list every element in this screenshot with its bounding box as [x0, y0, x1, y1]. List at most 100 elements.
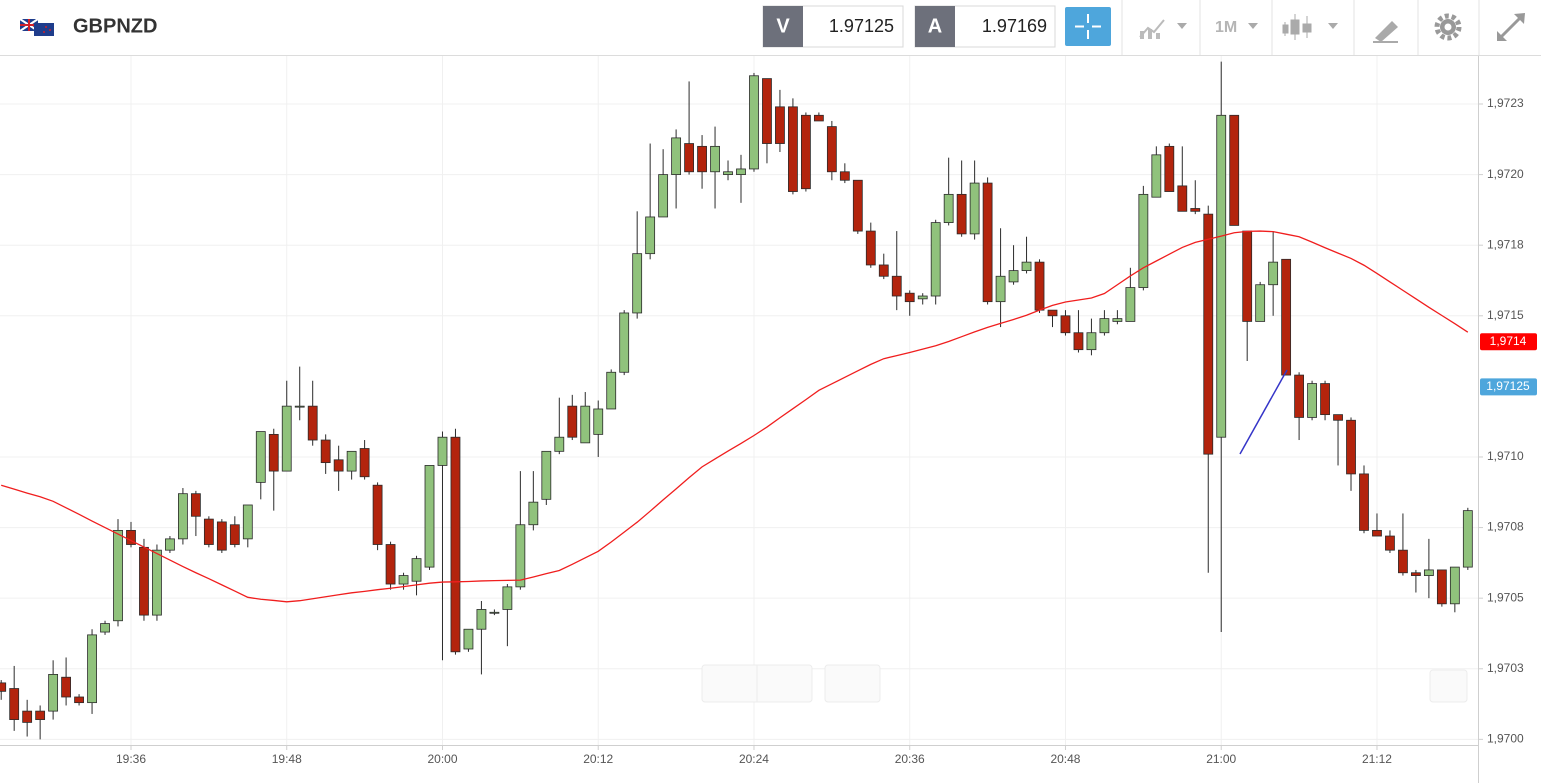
candle-body-up [749, 75, 759, 170]
bid-label: V [776, 15, 790, 37]
candle-body-up [1307, 383, 1317, 418]
candle-body-down [1164, 145, 1175, 192]
x-tick-label: 20:36 [895, 752, 925, 766]
expand-button[interactable] [1497, 13, 1525, 41]
candle-body-down [956, 193, 967, 235]
candle-body-up [723, 171, 733, 175]
candle-body-up [619, 312, 630, 373]
candle-body-up [1449, 566, 1460, 605]
price-marker [1480, 378, 1537, 396]
candle-body-down [1436, 569, 1447, 605]
candle-body-up [1125, 287, 1136, 322]
candle-body-down [320, 439, 331, 464]
y-tick-label: 1,9705 [1487, 590, 1524, 604]
candle-body-up [606, 371, 617, 410]
timeframe: 1M [1215, 19, 1237, 36]
candle-body-up [255, 431, 266, 483]
nav-buttons[interactable] [701, 664, 1468, 703]
candle-body-up [580, 405, 591, 444]
candle-body-down [1047, 309, 1058, 317]
candle-body-down [1398, 549, 1408, 574]
candle-body-up [917, 295, 928, 300]
candle-body-up [346, 450, 357, 472]
candle-body-down [35, 710, 46, 720]
candle-body-up [593, 408, 604, 435]
candle-body-up [671, 137, 682, 175]
candle-body-up [437, 436, 448, 466]
x-tick-label: 21:12 [1362, 752, 1392, 766]
y-tick-label: 1,9700 [1487, 732, 1524, 746]
symbol: GBPNZD [73, 15, 157, 37]
candle-body-down [826, 126, 837, 173]
candle-body-down [1359, 473, 1369, 531]
candle-body-down [813, 114, 824, 122]
candle-body-down [333, 459, 344, 472]
candle-body-up [476, 609, 487, 630]
candle-body-up [1216, 114, 1227, 438]
candle-body-down [307, 405, 318, 441]
candle-body-down [1372, 529, 1382, 537]
candle-body-up [165, 538, 175, 551]
draw-tool-button[interactable] [1373, 21, 1398, 43]
candle-body-down [1294, 374, 1304, 418]
candle-body-up [943, 193, 954, 224]
y-tick-label: 1,9703 [1487, 661, 1524, 675]
settings-button[interactable] [1434, 13, 1462, 41]
candle-body-up [489, 611, 500, 614]
candle-body-up [1462, 510, 1473, 568]
candle-body-up [424, 465, 435, 568]
ask-price: 1.97169 [982, 16, 1047, 36]
candle-body-up [294, 405, 305, 408]
candle-body-down [697, 145, 707, 173]
toolbar-separators [1121, 0, 1480, 55]
chart-type-button[interactable] [1139, 19, 1187, 39]
candle-body-down [1190, 208, 1201, 212]
candle-body-down [878, 264, 889, 277]
y-tick-label: 1,9718 [1487, 237, 1524, 251]
candle-body-down [684, 143, 694, 173]
candle-body-up [736, 168, 746, 175]
x-tick-label: 20:00 [427, 752, 457, 766]
timeframe-button[interactable]: 1M [1215, 19, 1258, 36]
candle-body-down [126, 529, 136, 545]
candle-body-up [281, 405, 292, 472]
candle-body-down [385, 544, 396, 585]
candle-body-down [74, 696, 84, 704]
candle-body-down [1281, 258, 1292, 376]
y-tick-label: 1,9720 [1487, 167, 1524, 181]
x-tick-label: 19:48 [272, 752, 302, 766]
candle-body-up [113, 529, 123, 622]
candle-body-up [100, 623, 110, 633]
flag [19, 18, 54, 36]
candle-body-down [982, 182, 993, 303]
bid-price: 1.97125 [829, 16, 894, 36]
candle-body-down [775, 106, 785, 144]
candle-body-down [1177, 185, 1188, 212]
candle-body-up [658, 174, 669, 218]
candle-body-up [87, 634, 97, 704]
y-tick-label: 1,9715 [1487, 308, 1524, 322]
y-tick-label: 1,9710 [1487, 449, 1524, 463]
candle-body-down [865, 230, 876, 266]
candle-body-down [1333, 414, 1343, 421]
candle-body-down [372, 484, 383, 545]
candle-body-up [1112, 318, 1123, 322]
candle-body-up [969, 182, 980, 235]
candle-body-down [139, 546, 149, 616]
crosshair-button[interactable] [1065, 7, 1111, 46]
candle-body-up [411, 558, 422, 582]
candle-body-up [502, 586, 513, 610]
candle-body-down [268, 433, 279, 472]
candle-body-up [242, 504, 253, 540]
candle-body-down [800, 114, 811, 190]
candle-style-button[interactable] [1282, 14, 1338, 40]
candle-body-down [61, 676, 71, 698]
candle-body-down [1229, 114, 1240, 226]
candle-body-up [1268, 261, 1279, 286]
candle-body-down [1242, 230, 1253, 322]
moving-average-line [1, 230, 1469, 603]
candle-body-up [554, 436, 565, 452]
